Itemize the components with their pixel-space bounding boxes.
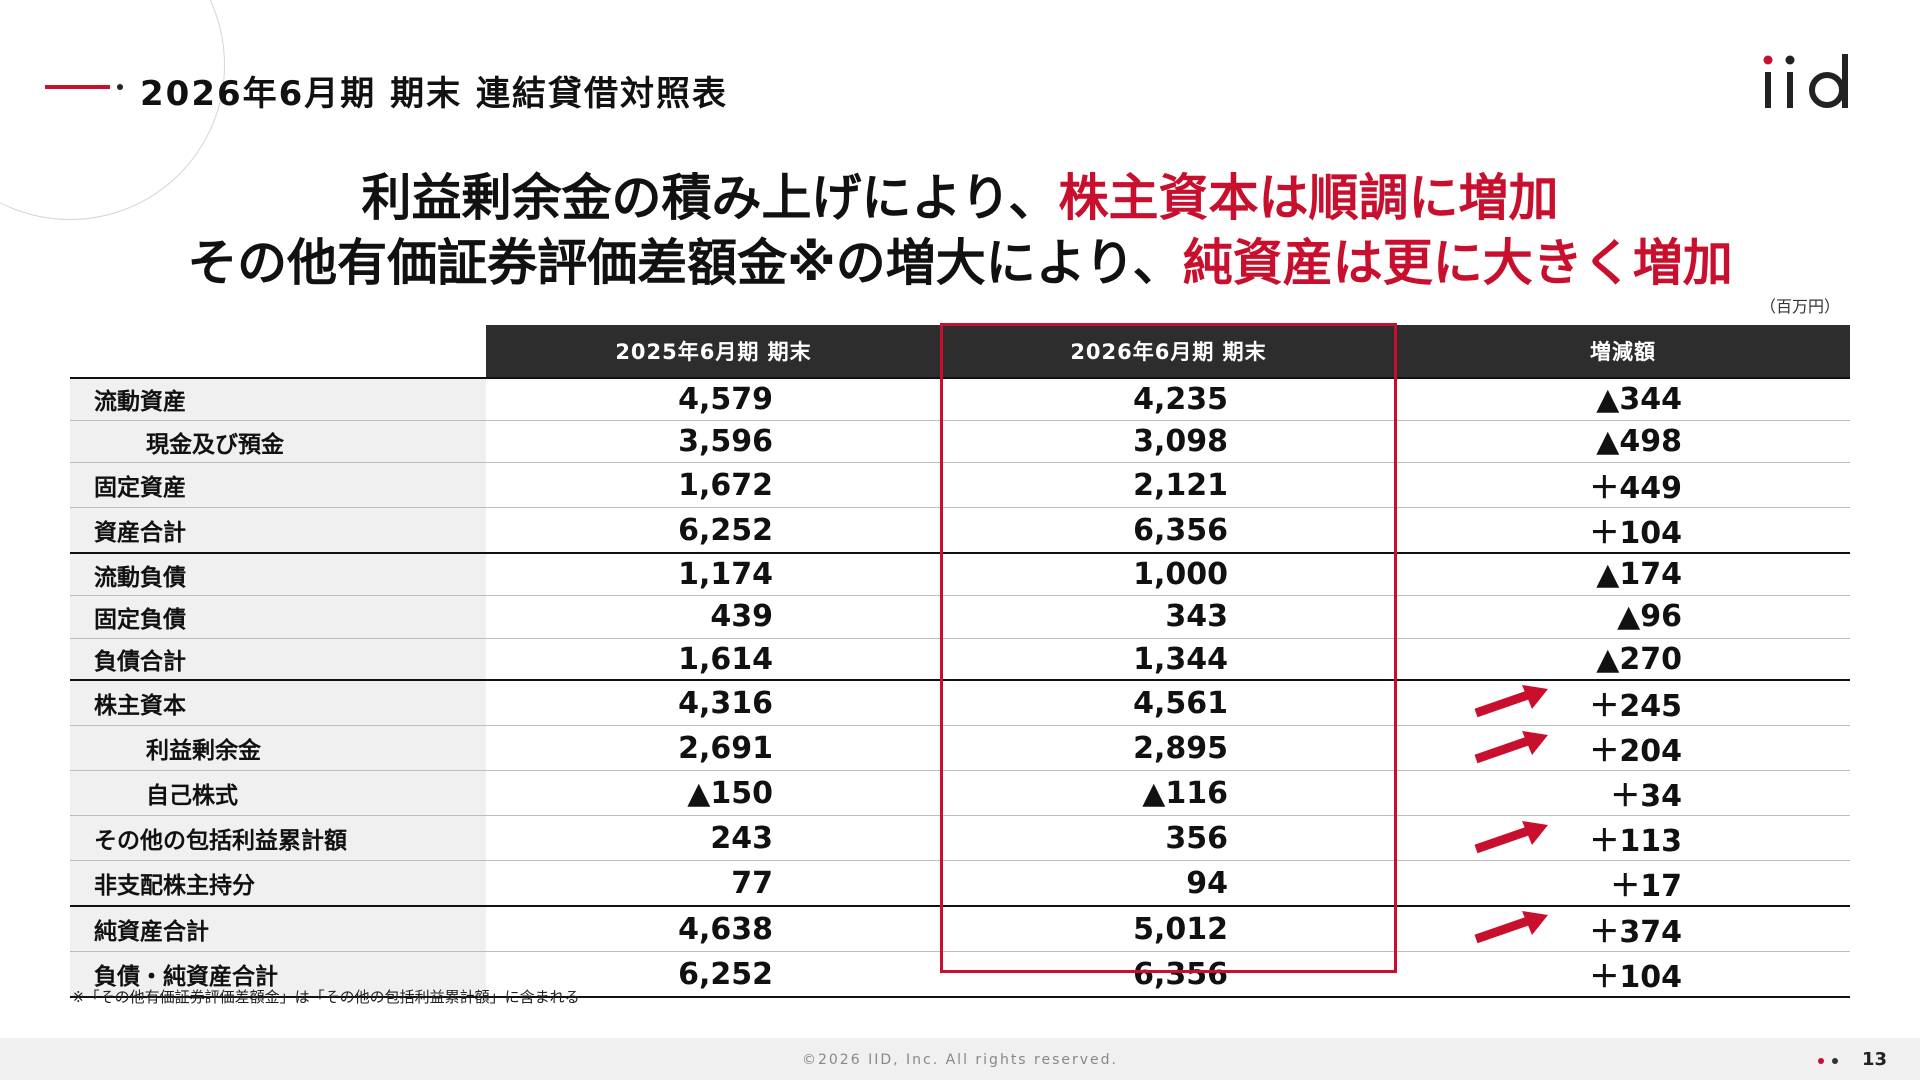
page-title: 2026年6月期 期末 連結貸借対照表 xyxy=(140,74,728,114)
value-fy2026: 4,235 xyxy=(941,376,1396,421)
row-label: 流動負債 xyxy=(70,553,486,597)
row-label: 株主資本 xyxy=(70,680,486,727)
value-change: ＋449 xyxy=(1396,462,1850,509)
table-row: 非支配株主持分 77 94 ＋17 xyxy=(70,860,1850,908)
increase-arrow-icon xyxy=(1474,685,1548,718)
value-fy2025: 1,614 xyxy=(486,638,941,682)
value-fy2025: 1,174 xyxy=(486,553,941,597)
headline-line-1-text: 利益剰余金の積み上げにより、 xyxy=(361,169,1059,227)
value-fy2025: 2,691 xyxy=(486,725,941,772)
table-row: 現金及び預金 3,596 3,098 ▲498 xyxy=(70,420,1850,464)
row-label: 負債合計 xyxy=(70,638,486,682)
headline-line-1-highlight: 株主資本は順調に増加 xyxy=(1058,169,1559,227)
headline-line-2-text: その他有価証券評価差額金※の増大により、 xyxy=(187,234,1183,292)
value-change: ＋113 xyxy=(1396,815,1850,862)
value-fy2026: 3,098 xyxy=(941,420,1396,464)
table-row: 株主資本 4,316 4,561 ＋245 xyxy=(70,680,1850,727)
table-header-row: 2025年6月期 期末 2026年6月期 期末 増減額 xyxy=(70,325,1850,378)
value-change: ＋17 xyxy=(1396,860,1850,908)
value-change: ＋34 xyxy=(1396,770,1850,817)
value-change: ▲344 xyxy=(1396,376,1850,421)
value-change: ▲270 xyxy=(1396,638,1850,682)
headline-line-1: 利益剰余金の積み上げにより、株主資本は順調に増加 xyxy=(0,158,1920,230)
footnote: ※「その他有価証券評価差額金」は「その他の包括利益累計額」に含まれる xyxy=(72,988,580,1006)
iid-logo xyxy=(1763,54,1848,108)
value-fy2025: 6,252 xyxy=(486,507,941,555)
table-row: 固定負債 439 343 ▲96 xyxy=(70,595,1850,639)
page-number: 13 xyxy=(1862,1049,1888,1070)
value-fy2025: 4,316 xyxy=(486,680,941,727)
value-fy2025: 243 xyxy=(486,815,941,862)
value-fy2026: 6,356 xyxy=(941,507,1396,555)
unit-label: （百万円） xyxy=(1760,297,1841,316)
row-label: 資産合計 xyxy=(70,507,486,555)
table-row: 負債合計 1,614 1,344 ▲270 xyxy=(70,638,1850,682)
value-fy2026: 1,344 xyxy=(941,638,1396,682)
table-row: 利益剰余金 2,691 2,895 ＋204 xyxy=(70,725,1850,772)
value-fy2026: 94 xyxy=(941,860,1396,908)
value-change: ＋104 xyxy=(1396,507,1850,555)
headline-line-2: その他有価証券評価差額金※の増大により、純資産は更に大きく増加 xyxy=(0,223,1920,295)
value-change: ▲96 xyxy=(1396,595,1850,639)
header-accent-line xyxy=(45,85,110,89)
value-fy2025: 4,579 xyxy=(486,376,941,421)
table-row: 純資産合計 4,638 5,012 ＋374 xyxy=(70,906,1850,953)
value-fy2026: 356 xyxy=(941,815,1396,862)
value-change: ▲498 xyxy=(1396,420,1850,464)
value-fy2026: 343 xyxy=(941,595,1396,639)
table-row: その他の包括利益累計額 243 356 ＋113 xyxy=(70,815,1850,862)
row-label: 固定資産 xyxy=(70,462,486,509)
headline-line-2-highlight: 純資産は更に大きく増加 xyxy=(1182,234,1733,292)
column-header-fy2025: 2025年6月期 期末 xyxy=(486,325,941,378)
column-header-change: 増減額 xyxy=(1396,325,1850,378)
row-label: 固定負債 xyxy=(70,595,486,639)
value-fy2026: 4,561 xyxy=(941,680,1396,727)
table-header-blank xyxy=(70,325,486,378)
footer-dark-dot xyxy=(1832,1058,1838,1064)
value-fy2025: ▲150 xyxy=(486,770,941,817)
header-accent-dot xyxy=(117,84,123,90)
table-row: 流動資産 4,579 4,235 ▲344 xyxy=(70,376,1850,421)
value-fy2026: ▲116 xyxy=(941,770,1396,817)
value-change: ＋104 xyxy=(1396,951,1850,999)
row-label: 非支配株主持分 xyxy=(70,860,486,908)
value-fy2025: 6,252 xyxy=(486,951,941,999)
value-change: ＋374 xyxy=(1396,906,1850,953)
footer-bar: ©2026 IID, Inc. All rights reserved. 13 xyxy=(0,1038,1920,1080)
value-fy2025: 439 xyxy=(486,595,941,639)
row-label: その他の包括利益累計額 xyxy=(70,815,486,862)
increase-arrow-icon xyxy=(1474,911,1548,944)
increase-arrow-icon xyxy=(1474,820,1548,853)
value-change: ＋245 xyxy=(1396,680,1850,727)
value-change: ▲174 xyxy=(1396,553,1850,597)
table-row: 固定資産 1,672 2,121 ＋449 xyxy=(70,462,1850,509)
value-fy2026: 6,356 xyxy=(941,951,1396,999)
balance-sheet-table: 2025年6月期 期末 2026年6月期 期末 増減額 流動資産 4,579 4,2… xyxy=(70,325,1850,999)
increase-arrow-icon xyxy=(1474,730,1548,763)
value-fy2026: 2,121 xyxy=(941,462,1396,509)
value-fy2026: 5,012 xyxy=(941,906,1396,953)
table-row: 流動負債 1,174 1,000 ▲174 xyxy=(70,553,1850,597)
value-fy2026: 2,895 xyxy=(941,725,1396,772)
value-fy2025: 4,638 xyxy=(486,906,941,953)
table-row: 負債・純資産合計 6,252 6,356 ＋104 xyxy=(70,951,1850,999)
value-fy2025: 77 xyxy=(486,860,941,908)
row-label: 自己株式 xyxy=(70,770,486,817)
copyright: ©2026 IID, Inc. All rights reserved. xyxy=(801,1052,1119,1068)
value-change: ＋204 xyxy=(1396,725,1850,772)
row-label: 純資産合計 xyxy=(70,906,486,953)
table-row: 資産合計 6,252 6,356 ＋104 xyxy=(70,507,1850,555)
column-header-fy2026: 2026年6月期 期末 xyxy=(941,325,1396,378)
row-label: 流動資産 xyxy=(70,376,486,421)
value-fy2026: 1,000 xyxy=(941,553,1396,597)
value-fy2025: 3,596 xyxy=(486,420,941,464)
table-row: 自己株式 ▲150 ▲116 ＋34 xyxy=(70,770,1850,817)
footer-red-dot xyxy=(1818,1058,1824,1064)
value-fy2025: 1,672 xyxy=(486,462,941,509)
row-label: 負債・純資産合計 xyxy=(70,951,486,999)
row-label: 利益剰余金 xyxy=(70,725,486,772)
row-label: 現金及び預金 xyxy=(70,420,486,464)
